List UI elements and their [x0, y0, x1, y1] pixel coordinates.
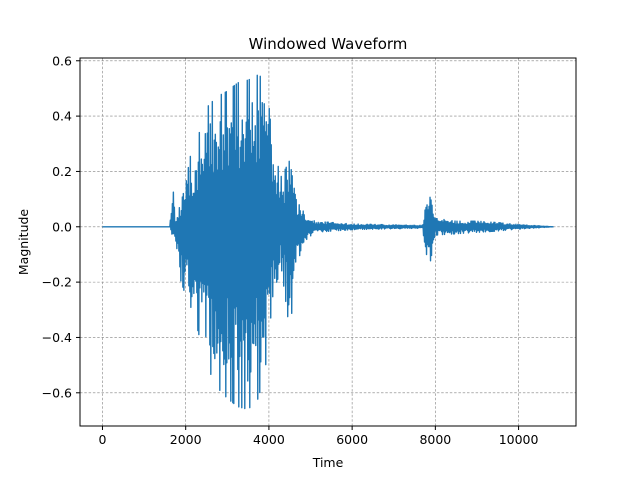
- y-tick-label: −0.2: [42, 275, 72, 290]
- plot-area: [102, 74, 555, 410]
- y-tick-label: −0.6: [42, 385, 72, 400]
- y-axis-label: Magnitude: [16, 209, 31, 276]
- x-tick-label: 10000: [499, 432, 539, 447]
- x-tick-label: 4000: [253, 432, 285, 447]
- y-tick-label: −0.4: [42, 330, 72, 345]
- waveform-line: [102, 74, 555, 410]
- axes-frame: [79, 57, 577, 427]
- y-tick-label: 0.6: [52, 53, 72, 68]
- y-tick-label: 0.0: [52, 219, 72, 234]
- x-tick-label: 2000: [170, 432, 202, 447]
- y-tick-label: 0.2: [52, 164, 72, 179]
- y-tick-label: 0.4: [52, 109, 72, 124]
- x-tick-label: 6000: [336, 432, 368, 447]
- axis-ticks: 0 2000 4000 6000 8000 10000 −0.6 −0.4 −0.2 0.0 0.2…: [42, 53, 539, 447]
- x-tick-label: 8000: [419, 432, 451, 447]
- grid: [80, 58, 576, 426]
- chart-title: Windowed Waveform: [249, 35, 408, 53]
- x-axis-label: Time: [312, 455, 344, 470]
- x-tick-label: 0: [98, 432, 106, 447]
